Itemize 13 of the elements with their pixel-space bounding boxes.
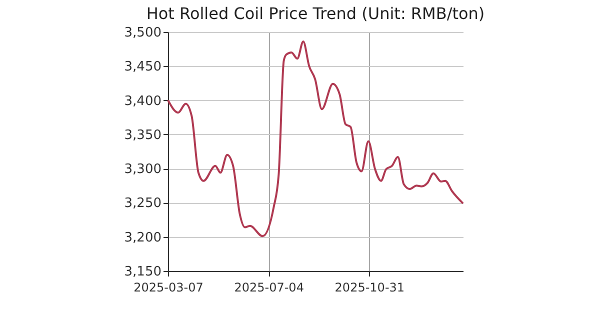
y-tick-label: 3,300	[124, 162, 162, 178]
x-tick-label: 2025-07-04	[234, 280, 304, 294]
y-tick-label: 3,250	[124, 196, 162, 212]
chart-title: Hot Rolled Coil Price Trend (Unit: RMB/ton)	[146, 4, 485, 23]
y-tick-label: 3,350	[124, 128, 162, 143]
x-tick-label: 2025-03-07	[134, 280, 204, 294]
x-tick-label: 2025-10-31	[334, 280, 405, 294]
y-tick-label: 3,450	[124, 60, 162, 75]
y-tick-label: 3,150	[124, 264, 162, 280]
line-series	[167, 40, 464, 238]
y-tick-label: 3,500	[124, 26, 162, 40]
y-tick-label: 3,400	[124, 94, 162, 109]
y-tick-label: 3,200	[124, 230, 162, 246]
